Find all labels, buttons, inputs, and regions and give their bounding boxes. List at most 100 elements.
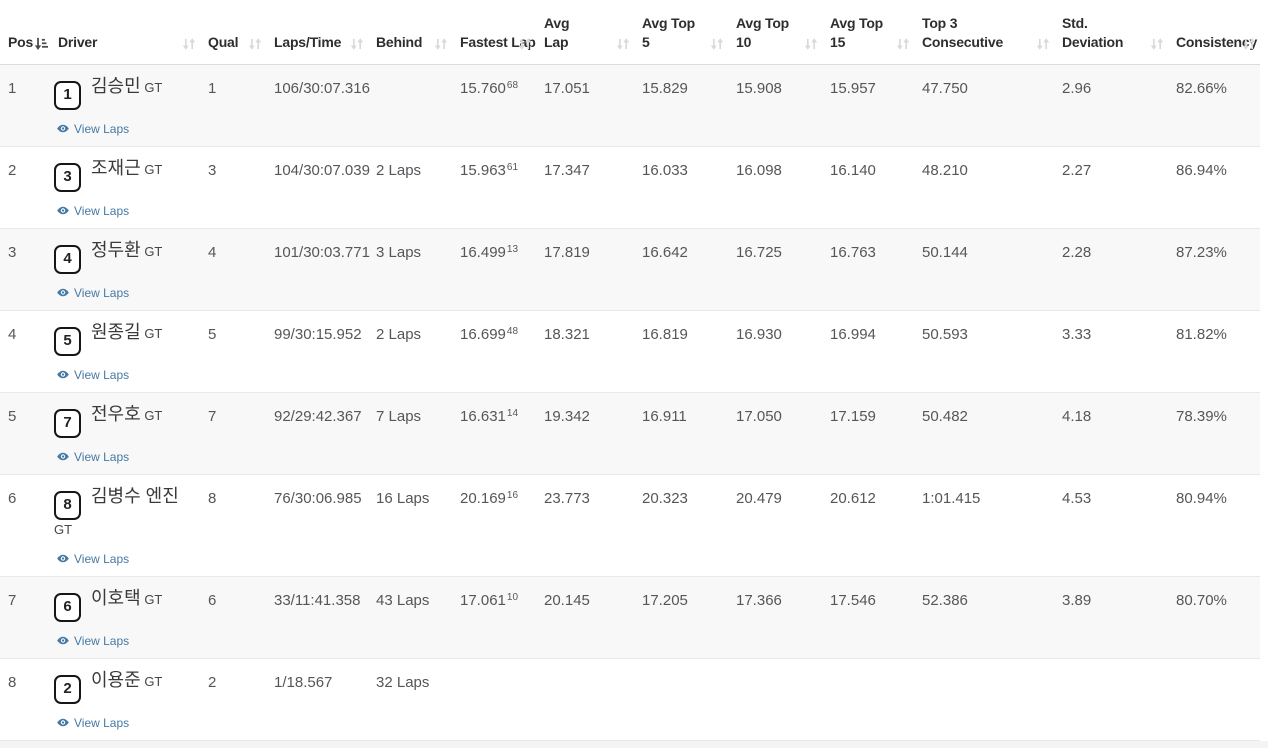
view-laps-label: View Laps <box>74 551 130 566</box>
consistency-cell: 78.39% <box>1176 408 1227 425</box>
eye-icon <box>56 635 70 646</box>
std-deviation-cell: 4.18 <box>1062 408 1092 425</box>
driver-line: 5 원종길 GT <box>54 322 196 356</box>
view-laps-link[interactable]: View Laps <box>56 201 129 221</box>
sort-both-icon[interactable] <box>434 37 448 51</box>
consistency-cell: 87.23% <box>1176 244 1227 261</box>
consistency-cell: 86.94% <box>1176 162 1227 179</box>
view-laps-link[interactable]: View Laps <box>56 283 129 303</box>
column-header-std_dev[interactable]: Std. Deviation <box>1054 0 1168 65</box>
driver-cell: 7 전우호 GT View Laps <box>50 393 200 475</box>
driver-name: 원종길 <box>91 322 141 342</box>
laps-time-cell: 101/30:03.771 <box>274 244 370 261</box>
driver-suffix: GT <box>141 244 162 259</box>
column-header-label: Consistency <box>1176 34 1258 50</box>
driver-line: 4 정두환 GT <box>54 240 196 274</box>
sort-both-icon[interactable] <box>1242 37 1256 51</box>
std-deviation-cell: 4.53 <box>1062 490 1092 507</box>
std-deviation-cell: 3.33 <box>1062 326 1092 343</box>
behind-cell: 16 Laps <box>376 490 430 507</box>
driver-line: 1 김승민 GT <box>54 76 196 110</box>
sort-both-icon[interactable] <box>1150 37 1164 51</box>
avg-lap-cell: 18.321 <box>544 326 590 343</box>
column-header-avg_top5[interactable]: Avg Top 5 <box>634 0 728 65</box>
view-laps-link[interactable]: View Laps <box>56 119 129 139</box>
avg-lap-cell: 17.051 <box>544 80 590 97</box>
laps-time-cell: 106/30:07.316 <box>274 80 370 97</box>
sort-both-icon[interactable] <box>710 37 724 51</box>
behind-cell: 32 Laps <box>376 674 430 691</box>
consistency-cell: 81.82% <box>1176 326 1227 343</box>
avg-top5-cell: 15.829 <box>642 80 688 97</box>
sort-amount-asc-icon[interactable] <box>34 37 48 51</box>
sort-both-icon[interactable] <box>518 37 532 51</box>
sort-both-icon[interactable] <box>248 37 262 51</box>
driver-name: 정두환 <box>91 240 141 260</box>
behind-cell: 2 Laps <box>376 162 422 179</box>
behind-cell: 2 Laps <box>376 326 422 343</box>
driver-line: 7 전우호 GT <box>54 404 196 438</box>
sort-both-icon[interactable] <box>616 37 630 51</box>
column-header-fastest_lap[interactable]: Fastest Lap <box>452 0 536 65</box>
fastest-lap-value: 20.169 <box>460 490 506 507</box>
position-cell: 7 <box>8 592 17 609</box>
column-header-avg_lap[interactable]: Avg Lap <box>536 0 634 65</box>
column-header-consistency[interactable]: Consistency <box>1168 0 1260 65</box>
position-cell: 3 <box>8 244 17 261</box>
column-header-pos[interactable]: Pos <box>0 0 50 65</box>
sort-both-icon[interactable] <box>182 37 196 51</box>
driver-suffix-text: GT <box>54 521 73 537</box>
fastest-lap-value: 16.499 <box>460 244 506 261</box>
position-cell: 2 <box>8 162 17 179</box>
column-header-driver[interactable]: Driver <box>50 0 200 65</box>
driver-line: 6 이호택 GT <box>54 588 196 622</box>
view-laps-link[interactable]: View Laps <box>56 631 129 651</box>
behind-cell <box>368 65 452 147</box>
column-header-behind[interactable]: Behind <box>368 0 452 65</box>
avg-top15-cell: 20.612 <box>830 490 876 507</box>
laps-time-cell: 33/11:41.358 <box>274 592 361 609</box>
driver-suffix-text: GT <box>144 674 163 689</box>
fastest-lap-cell: 16.63114 <box>452 393 536 475</box>
std-deviation-cell <box>1054 659 1168 741</box>
column-header-qual[interactable]: Qual <box>200 0 266 65</box>
sort-both-icon[interactable] <box>804 37 818 51</box>
eye-icon <box>56 123 70 134</box>
sort-both-icon[interactable] <box>896 37 910 51</box>
view-laps-label: View Laps <box>74 121 130 136</box>
top3-consecutive-cell <box>914 659 1054 741</box>
fastest-lap-lap-number: 68 <box>506 80 519 91</box>
eye-icon <box>56 553 70 564</box>
avg-top15-cell: 16.140 <box>830 162 876 179</box>
sort-both-icon[interactable] <box>1036 37 1050 51</box>
view-laps-link[interactable]: View Laps <box>56 713 129 733</box>
driver-cell: 2 이용준 GT View Laps <box>50 659 200 741</box>
laps-time-cell: 92/29:42.367 <box>274 408 362 425</box>
column-header-laps_time[interactable]: Laps/Time <box>266 0 368 65</box>
column-header-avg_top10[interactable]: Avg Top 10 <box>728 0 822 65</box>
qual-cell: 1 <box>208 80 217 97</box>
avg-top10-cell <box>728 659 822 741</box>
eye-icon <box>56 451 70 462</box>
car-number-badge: 1 <box>54 80 81 110</box>
avg-top10-cell: 17.366 <box>736 592 782 609</box>
view-laps-link[interactable]: View Laps <box>56 549 129 569</box>
position-cell: 5 <box>8 408 17 425</box>
car-number-badge: 7 <box>54 408 81 438</box>
laps-time-cell: 104/30:07.039 <box>274 162 370 179</box>
view-laps-link[interactable]: View Laps <box>56 447 129 467</box>
fastest-lap-lap-number: 61 <box>506 162 519 173</box>
column-header-avg_top15[interactable]: Avg Top 15 <box>822 0 914 65</box>
avg-lap-cell: 17.819 <box>544 244 590 261</box>
fastest-lap-cell: 17.06110 <box>452 577 536 659</box>
column-header-top3[interactable]: Top 3 Consecutive <box>914 0 1054 65</box>
view-laps-link[interactable]: View Laps <box>56 365 129 385</box>
avg-top10-cell: 17.050 <box>736 408 782 425</box>
top3-consecutive-cell: 50.482 <box>922 408 968 425</box>
fastest-lap-lap-number: 10 <box>506 592 519 603</box>
laps-time-cell: 99/30:15.952 <box>274 326 362 343</box>
qual-cell: 3 <box>208 162 217 179</box>
column-header-label: Behind <box>376 34 423 50</box>
sort-both-icon[interactable] <box>350 37 364 51</box>
top3-consecutive-cell: 48.210 <box>922 162 968 179</box>
